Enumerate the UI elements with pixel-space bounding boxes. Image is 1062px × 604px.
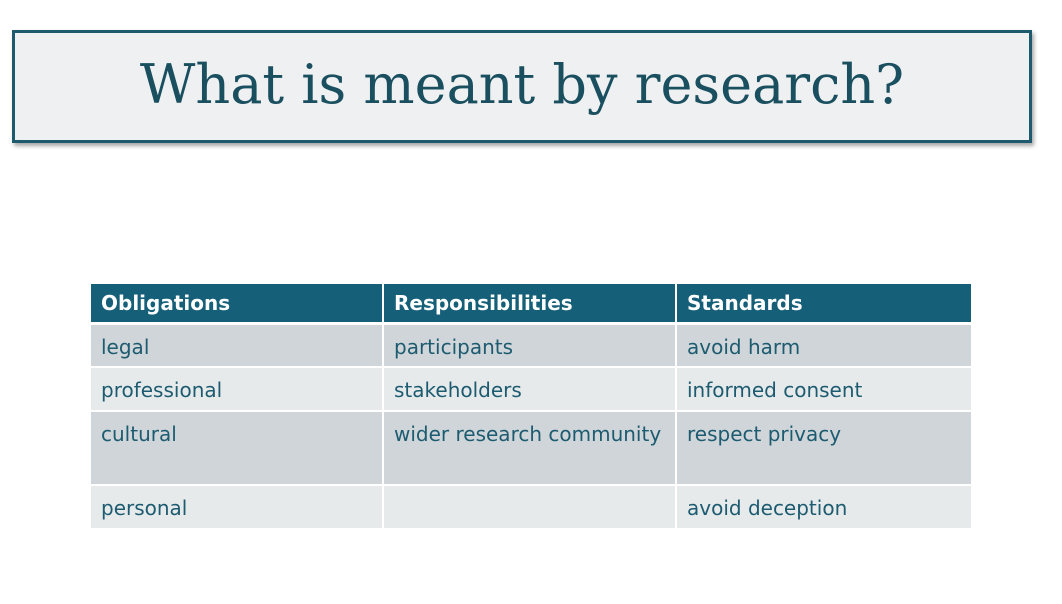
table-cell <box>384 486 677 530</box>
table-cell: informed consent <box>677 368 971 412</box>
table-cell: personal <box>91 486 384 530</box>
table-cell: avoid harm <box>677 325 971 368</box>
table-header-row: Obligations Responsibilities Standards <box>91 284 971 325</box>
table-row: professional stakeholders informed conse… <box>91 368 971 412</box>
table-row: cultural wider research community respec… <box>91 412 971 486</box>
table-cell: stakeholders <box>384 368 677 412</box>
slide-title-box: What is meant by research? <box>12 30 1032 143</box>
table-row: legal participants avoid harm <box>91 325 971 368</box>
research-table: Obligations Responsibilities Standards l… <box>91 284 971 530</box>
table-cell: respect privacy <box>677 412 971 486</box>
header-obligations: Obligations <box>91 284 384 325</box>
slide-title: What is meant by research? <box>139 53 905 116</box>
table-cell: professional <box>91 368 384 412</box>
table-cell: cultural <box>91 412 384 486</box>
header-standards: Standards <box>677 284 971 325</box>
table-row: personal avoid deception <box>91 486 971 530</box>
table-cell: legal <box>91 325 384 368</box>
table-cell: participants <box>384 325 677 368</box>
header-responsibilities: Responsibilities <box>384 284 677 325</box>
table-cell: wider research community <box>384 412 677 486</box>
table-cell: avoid deception <box>677 486 971 530</box>
